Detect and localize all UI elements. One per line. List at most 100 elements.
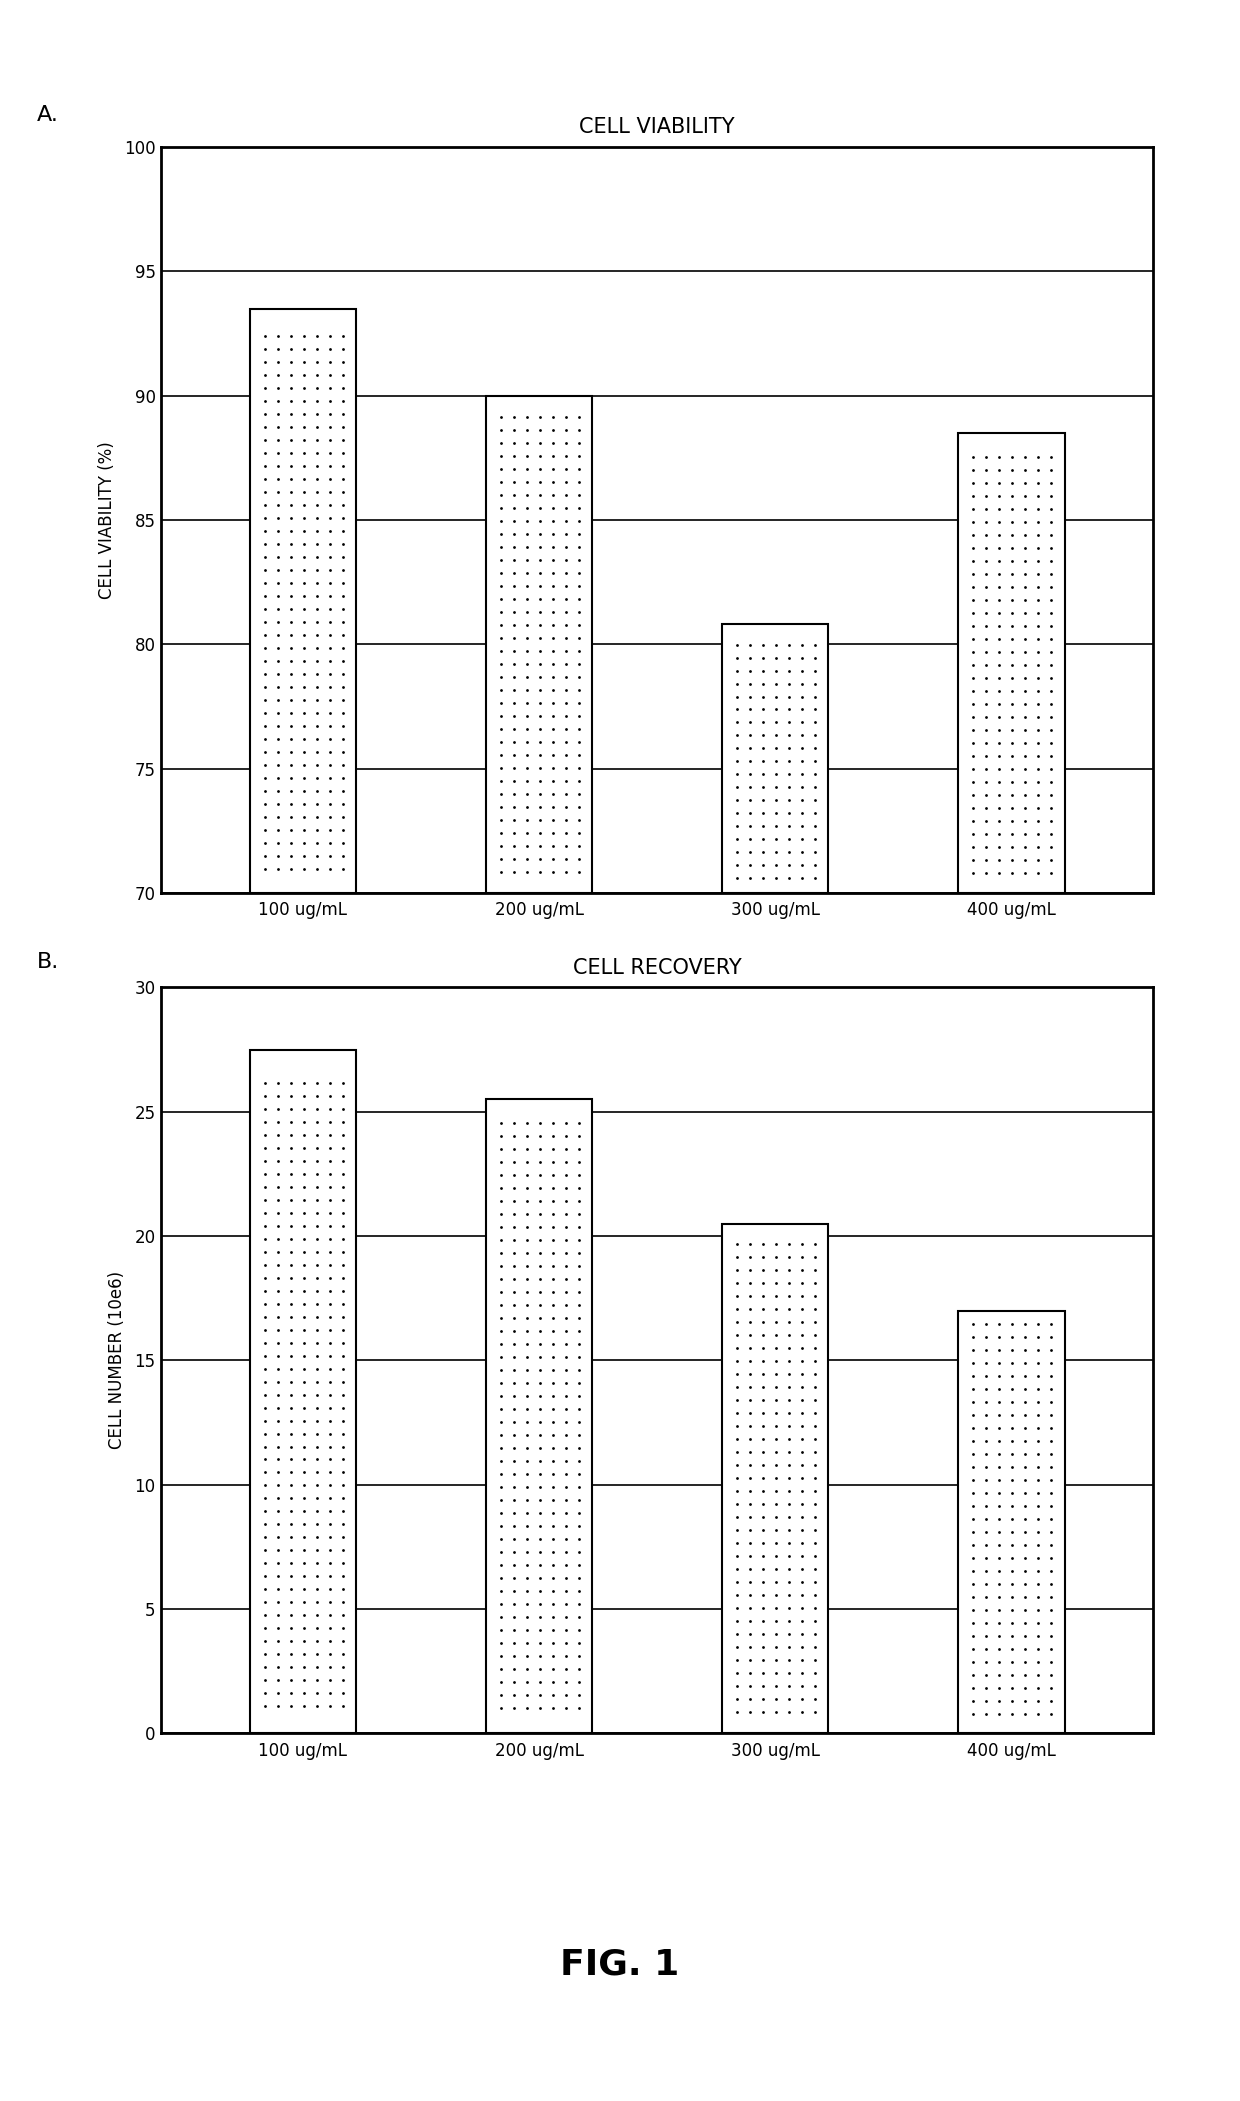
- Point: [280, 853, 300, 887]
- Point: [529, 855, 549, 889]
- Point: [332, 1416, 352, 1450]
- Point: [529, 1586, 549, 1620]
- Point: [517, 492, 537, 525]
- Point: [990, 1645, 1009, 1679]
- Point: [268, 397, 288, 431]
- Point: [1028, 1632, 1048, 1666]
- Point: [332, 710, 352, 744]
- Point: [517, 517, 537, 550]
- Point: [779, 771, 799, 805]
- Point: [268, 580, 288, 613]
- Bar: [249, 309, 356, 893]
- Point: [332, 462, 352, 496]
- Point: [306, 345, 326, 378]
- Point: [727, 1681, 746, 1714]
- Point: [753, 1630, 773, 1664]
- Point: [727, 693, 746, 727]
- Point: [543, 1651, 563, 1685]
- Point: [332, 1065, 352, 1099]
- Point: [320, 723, 340, 756]
- Point: [556, 1107, 575, 1141]
- Point: [990, 1593, 1009, 1626]
- Point: [320, 630, 340, 664]
- Point: [727, 796, 746, 830]
- Point: [268, 670, 288, 704]
- Point: [990, 1464, 1009, 1498]
- Point: [976, 1359, 996, 1393]
- Point: [1028, 1645, 1048, 1679]
- Point: [805, 784, 825, 817]
- Point: [255, 1143, 275, 1177]
- Point: [1016, 609, 1035, 643]
- Point: [517, 607, 537, 641]
- Point: [517, 504, 537, 538]
- Point: [1002, 1645, 1022, 1679]
- Point: [268, 1223, 288, 1256]
- Point: [268, 1158, 288, 1191]
- Point: [320, 618, 340, 651]
- Point: [963, 492, 983, 525]
- Point: [556, 803, 575, 836]
- Point: [792, 824, 812, 857]
- Point: [753, 744, 773, 777]
- Point: [529, 1521, 549, 1555]
- Point: [491, 1315, 511, 1349]
- Point: [280, 1273, 300, 1307]
- Point: [569, 1614, 589, 1647]
- Point: [1002, 454, 1022, 487]
- Point: [255, 1391, 275, 1424]
- Point: [320, 1534, 340, 1567]
- Point: [294, 1689, 314, 1723]
- Point: [268, 683, 288, 716]
- Point: [332, 1521, 352, 1555]
- Point: [255, 437, 275, 471]
- Point: [1028, 1399, 1048, 1433]
- Point: [543, 1353, 563, 1387]
- Point: [740, 1618, 760, 1651]
- Point: [517, 1614, 537, 1647]
- Point: [792, 849, 812, 882]
- Point: [976, 1399, 996, 1433]
- Point: [280, 723, 300, 756]
- Point: [976, 817, 996, 851]
- Point: [255, 1572, 275, 1605]
- Point: [306, 1105, 326, 1139]
- Point: [766, 1395, 786, 1429]
- Point: [503, 504, 523, 538]
- Point: [1016, 817, 1035, 851]
- Point: [963, 544, 983, 578]
- Point: [792, 1227, 812, 1261]
- Point: [805, 836, 825, 870]
- Point: [766, 641, 786, 674]
- Point: [1028, 1307, 1048, 1340]
- Point: [976, 752, 996, 786]
- Point: [990, 817, 1009, 851]
- Point: [766, 1681, 786, 1714]
- Point: [976, 1555, 996, 1588]
- Point: [766, 1252, 786, 1286]
- Point: [332, 1651, 352, 1685]
- Point: [491, 1288, 511, 1322]
- Point: [503, 1639, 523, 1672]
- Point: [766, 809, 786, 843]
- Point: [529, 1315, 549, 1349]
- Point: [320, 1338, 340, 1372]
- Point: [491, 790, 511, 824]
- Point: [294, 1429, 314, 1462]
- Point: [779, 1696, 799, 1729]
- Point: [976, 1567, 996, 1601]
- Point: [753, 681, 773, 714]
- Point: [306, 1080, 326, 1114]
- Point: [294, 1677, 314, 1710]
- Point: [1028, 712, 1048, 746]
- Point: [543, 828, 563, 861]
- Point: [779, 809, 799, 843]
- Point: [1016, 1359, 1035, 1393]
- Point: [491, 1223, 511, 1256]
- Point: [280, 1326, 300, 1359]
- Point: [792, 1332, 812, 1366]
- Point: [805, 1656, 825, 1689]
- Point: [976, 662, 996, 695]
- Point: [332, 1494, 352, 1527]
- Point: [805, 1590, 825, 1624]
